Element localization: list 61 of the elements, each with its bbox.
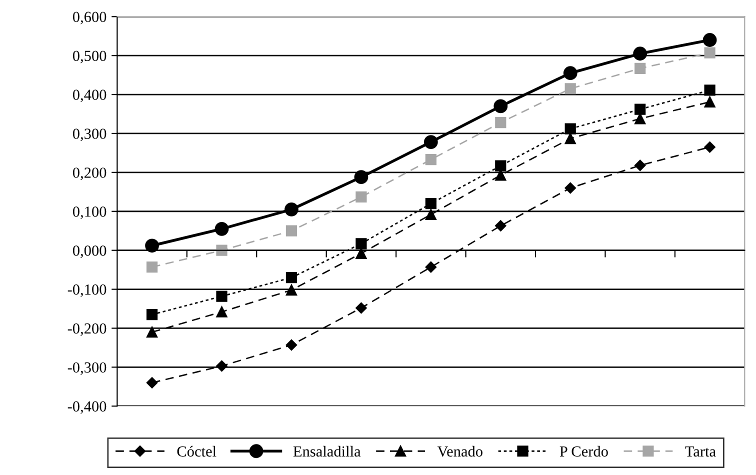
- point: [286, 339, 298, 351]
- point: [634, 104, 646, 115]
- point: [425, 198, 436, 210]
- y-tick-label: 0,200: [72, 168, 106, 180]
- point: [495, 170, 506, 181]
- legend-label: Venado: [437, 446, 482, 457]
- point: [286, 225, 298, 236]
- point: [495, 117, 506, 128]
- y-tick-label: 0,400: [72, 90, 106, 102]
- point: [146, 377, 158, 388]
- point: [495, 160, 506, 172]
- point: [286, 272, 298, 284]
- y-tick-label: -0,200: [68, 323, 106, 336]
- point: [564, 83, 576, 94]
- point: [284, 202, 298, 216]
- point: [634, 62, 646, 74]
- y-tick-label: -0,100: [68, 284, 106, 297]
- legend-label: P Cerdo: [560, 446, 608, 457]
- point: [704, 142, 716, 153]
- point: [704, 47, 716, 58]
- point: [425, 261, 437, 273]
- y-tick-label: 0,600: [72, 12, 106, 24]
- point: [425, 154, 436, 166]
- legend-label: Cóctel: [177, 446, 216, 457]
- point: [216, 360, 228, 372]
- point: [564, 132, 576, 144]
- point: [356, 238, 367, 250]
- point: [216, 306, 228, 318]
- point: [356, 191, 367, 203]
- point: [704, 84, 716, 96]
- point: [214, 222, 229, 236]
- point: [145, 238, 159, 253]
- point: [356, 248, 367, 259]
- point: [702, 33, 717, 47]
- y-tick-label: 0,300: [72, 128, 106, 142]
- point: [563, 66, 578, 80]
- point: [354, 170, 368, 184]
- point: [494, 99, 508, 114]
- point: [356, 302, 367, 314]
- y-tick-label: -0,300: [68, 362, 106, 375]
- point: [704, 96, 716, 108]
- point: [564, 182, 576, 194]
- legend-label: Tarta: [685, 446, 716, 457]
- point: [425, 208, 436, 220]
- point: [216, 290, 228, 302]
- y-tick-label: 0,500: [72, 50, 106, 64]
- y-tick-label: 0,000: [72, 245, 106, 258]
- point: [564, 123, 576, 134]
- point: [146, 309, 158, 320]
- point: [146, 262, 158, 273]
- point: [633, 46, 648, 61]
- point: [216, 244, 228, 256]
- point: [424, 135, 438, 149]
- y-tick-label: 0,100: [72, 206, 106, 220]
- point: [286, 284, 298, 296]
- point: [146, 326, 158, 338]
- legend-label: Ensaladilla: [293, 446, 361, 457]
- point: [495, 220, 506, 232]
- point: [634, 113, 646, 124]
- y-tick-label: -0,400: [68, 401, 106, 414]
- point: [634, 160, 646, 172]
